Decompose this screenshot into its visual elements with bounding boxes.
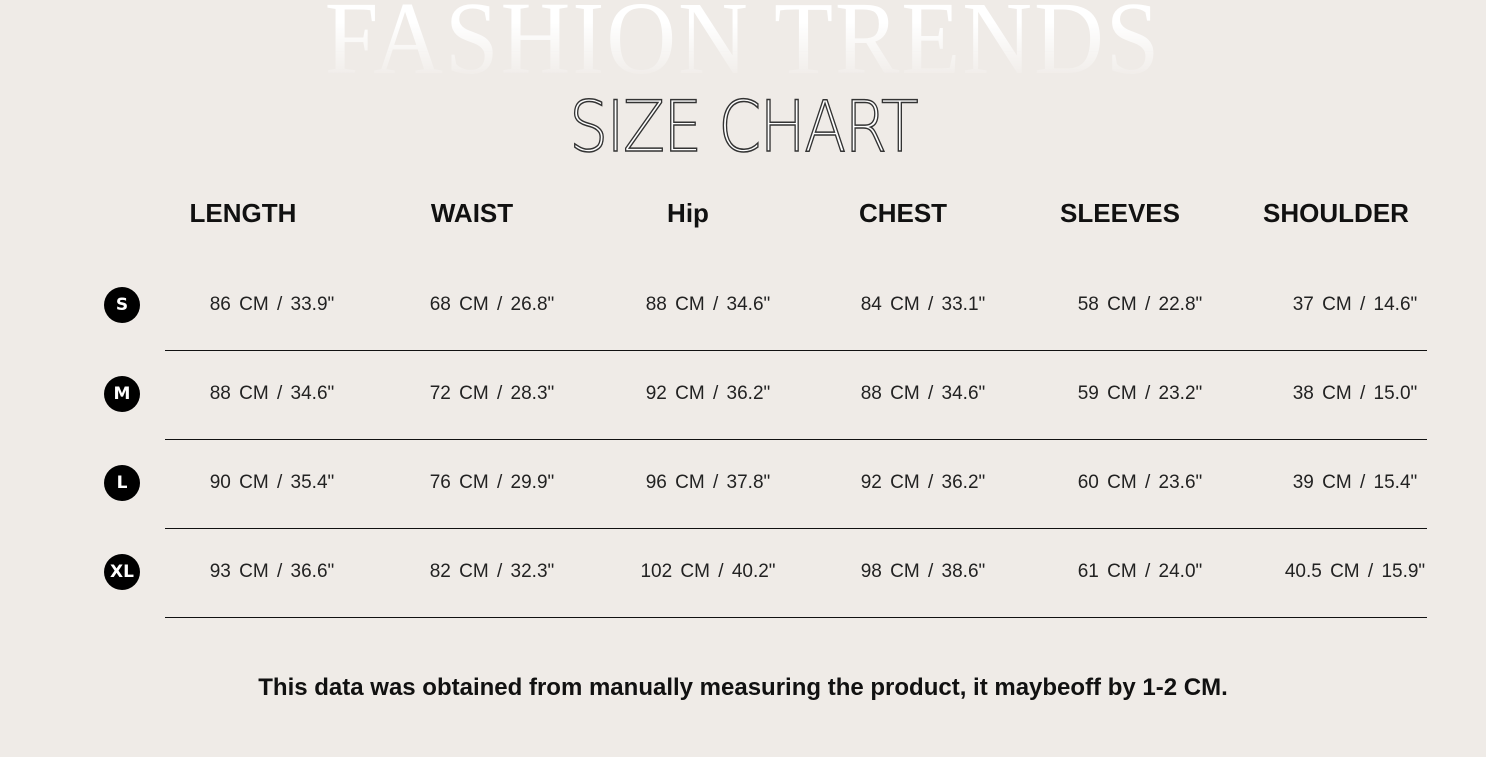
row-divider bbox=[165, 528, 1427, 529]
column-header: CHEST bbox=[858, 198, 948, 228]
size-badge: L bbox=[104, 465, 140, 501]
table-cell: 102 CM / 40.2" bbox=[640, 561, 776, 582]
table-cell: 39 CM / 15.4" bbox=[1292, 472, 1418, 493]
table-cell: 72 CM / 28.3" bbox=[429, 383, 555, 404]
table-cell: 82 CM / 32.3" bbox=[429, 561, 555, 582]
row-divider bbox=[165, 350, 1427, 351]
page-title: SIZE CHART bbox=[568, 86, 919, 168]
table-cell: 58 CM / 22.8" bbox=[1077, 294, 1203, 315]
table-cell: 92 CM / 36.2" bbox=[860, 472, 986, 493]
column-header: LENGTH bbox=[189, 198, 297, 228]
table-cell: 37 CM / 14.6" bbox=[1292, 294, 1418, 315]
table-cell: 90 CM / 35.4" bbox=[209, 472, 335, 493]
table-cell: 60 CM / 23.6" bbox=[1077, 472, 1203, 493]
row-divider bbox=[165, 617, 1427, 618]
column-header: SHOULDER bbox=[1263, 198, 1409, 228]
table-cell: 38 CM / 15.0" bbox=[1292, 383, 1418, 404]
column-header: WAIST bbox=[430, 198, 514, 228]
size-badge: M bbox=[104, 376, 140, 412]
row-divider bbox=[165, 439, 1427, 440]
table-cell: 88 CM / 34.6" bbox=[645, 294, 771, 315]
table-cell: 68 CM / 26.8" bbox=[429, 294, 555, 315]
column-header: SLEEVES bbox=[1060, 198, 1180, 228]
table-cell: 59 CM / 23.2" bbox=[1077, 383, 1203, 404]
table-cell: 61 CM / 24.0" bbox=[1077, 561, 1203, 582]
table-cell: 88 CM / 34.6" bbox=[860, 383, 986, 404]
table-cell: 84 CM / 33.1" bbox=[860, 294, 986, 315]
table-cell: 93 CM / 36.6" bbox=[209, 561, 335, 582]
background-title-watermark: FASHION TRENDS bbox=[52, 0, 1434, 91]
size-badge: XL bbox=[104, 554, 140, 590]
table-cell: 88 CM / 34.6" bbox=[209, 383, 335, 404]
table-cell: 98 CM / 38.6" bbox=[860, 561, 986, 582]
column-header: Hip bbox=[667, 198, 709, 228]
measurement-note: This data was obtained from manually mea… bbox=[258, 674, 1228, 701]
table-cell: 40.5 CM / 15.9" bbox=[1284, 561, 1426, 582]
table-cell: 86 CM / 33.9" bbox=[209, 294, 335, 315]
size-badge: S bbox=[104, 287, 140, 323]
table-cell: 92 CM / 36.2" bbox=[645, 383, 771, 404]
table-cell: 76 CM / 29.9" bbox=[429, 472, 555, 493]
table-cell: 96 CM / 37.8" bbox=[645, 472, 771, 493]
